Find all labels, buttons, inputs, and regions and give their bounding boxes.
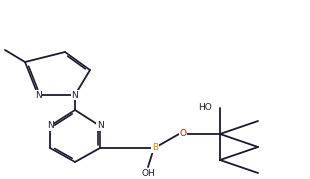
Text: N: N [46,122,53,130]
Text: N: N [97,122,103,130]
Text: N: N [72,91,78,100]
Text: B: B [152,144,158,153]
Text: N: N [35,91,41,100]
Text: OH: OH [141,168,155,178]
Text: O: O [179,129,187,139]
Text: HO: HO [198,103,212,112]
